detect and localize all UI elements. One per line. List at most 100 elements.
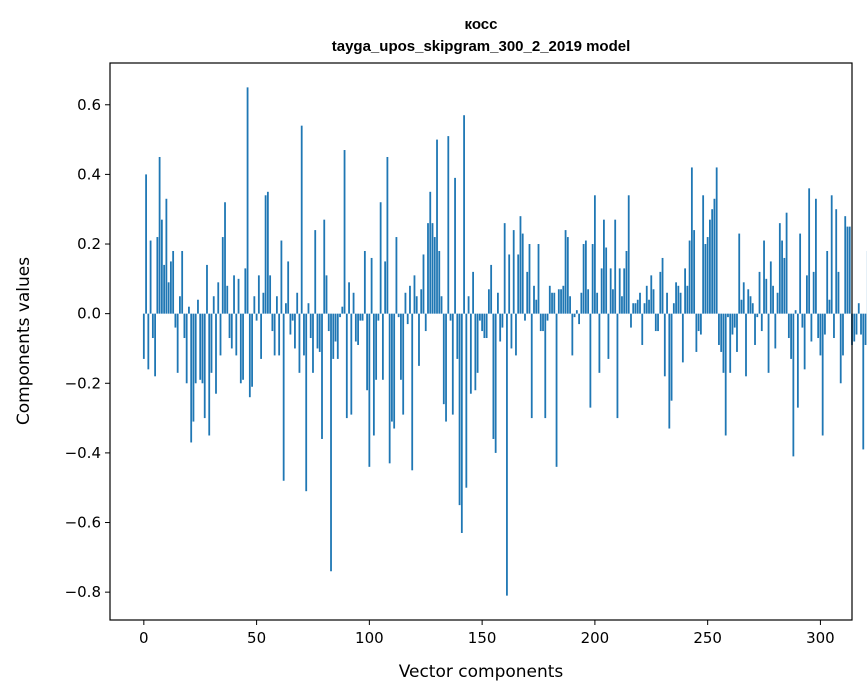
bar xyxy=(535,299,538,314)
bar xyxy=(681,313,684,363)
bar xyxy=(627,195,630,314)
bar xyxy=(668,313,671,429)
bar xyxy=(386,156,389,314)
bar xyxy=(485,313,488,339)
bar xyxy=(384,261,387,314)
y-tick-label: 0.4 xyxy=(77,165,101,183)
bar xyxy=(300,125,303,314)
bar xyxy=(235,313,238,356)
bar xyxy=(654,313,657,332)
bar xyxy=(142,313,145,359)
bar xyxy=(751,303,754,314)
bar xyxy=(487,289,490,314)
bar xyxy=(652,289,655,314)
bar xyxy=(483,313,486,339)
bar xyxy=(269,275,272,314)
bar xyxy=(481,313,484,332)
bar xyxy=(569,296,571,314)
bar xyxy=(174,313,177,328)
bar xyxy=(210,313,213,373)
bar xyxy=(542,313,544,332)
bar xyxy=(636,299,639,314)
bar xyxy=(280,240,283,314)
bar xyxy=(447,136,450,314)
bar xyxy=(517,254,520,314)
bar xyxy=(422,254,425,314)
bar xyxy=(233,275,235,314)
bar xyxy=(720,313,723,352)
bar xyxy=(600,268,603,314)
bar xyxy=(853,313,856,342)
bar xyxy=(316,313,319,349)
bar xyxy=(375,313,378,380)
bar xyxy=(805,275,808,314)
bar xyxy=(672,303,675,314)
bar xyxy=(379,202,382,314)
bar xyxy=(194,313,197,384)
bar xyxy=(824,313,826,335)
bar xyxy=(661,257,664,314)
bar xyxy=(372,313,375,436)
bar xyxy=(431,223,434,314)
bar xyxy=(181,250,184,314)
bar xyxy=(179,296,181,314)
bar xyxy=(657,313,659,332)
bar xyxy=(767,313,770,373)
bar xyxy=(508,254,511,314)
bar xyxy=(201,313,204,384)
x-tick-label: 150 xyxy=(468,629,497,647)
bar xyxy=(341,306,344,314)
bar xyxy=(497,292,499,314)
bar xyxy=(603,219,605,314)
bar xyxy=(821,313,824,436)
bar xyxy=(226,285,229,314)
bar xyxy=(607,313,610,359)
bar xyxy=(248,313,251,398)
bar xyxy=(580,292,583,314)
bar xyxy=(690,167,693,314)
bar xyxy=(548,285,551,314)
bar xyxy=(307,303,310,314)
bar xyxy=(564,230,567,314)
bar xyxy=(332,313,335,359)
x-axis-ticks: 0 50 100 150 200 250 300 xyxy=(139,620,835,647)
bar xyxy=(409,285,411,314)
bar xyxy=(864,313,867,345)
bar xyxy=(499,313,502,342)
bar xyxy=(794,310,797,314)
bar xyxy=(343,150,346,314)
bar xyxy=(749,296,752,314)
bar xyxy=(521,233,524,314)
bar xyxy=(575,310,578,314)
bar xyxy=(727,313,729,318)
bar xyxy=(760,313,763,332)
bar xyxy=(312,313,314,373)
bar xyxy=(643,303,646,314)
chart-title: косс xyxy=(465,16,498,33)
bar xyxy=(512,230,515,314)
y-axis-ticks: −0.8 −0.6 −0.4 −0.2 0.0 0.2 0.4 0.6 xyxy=(65,96,110,601)
bar xyxy=(224,202,226,314)
bar xyxy=(830,195,833,314)
bar xyxy=(632,303,635,314)
bar xyxy=(677,285,680,314)
bar xyxy=(334,313,337,342)
bar xyxy=(501,313,504,328)
bar xyxy=(185,313,188,384)
bar xyxy=(237,278,240,314)
bar xyxy=(815,198,817,314)
bar xyxy=(769,261,772,314)
bar xyxy=(321,313,323,439)
bar xyxy=(350,313,353,415)
y-tick-label: −0.4 xyxy=(65,444,101,462)
bar xyxy=(650,275,653,314)
bar xyxy=(266,191,269,314)
bar xyxy=(206,264,208,314)
bar xyxy=(348,282,350,314)
bar xyxy=(537,244,540,314)
bar xyxy=(679,292,682,314)
bar xyxy=(314,230,317,314)
bar xyxy=(587,289,590,314)
bar xyxy=(756,313,759,318)
bar xyxy=(833,313,835,339)
